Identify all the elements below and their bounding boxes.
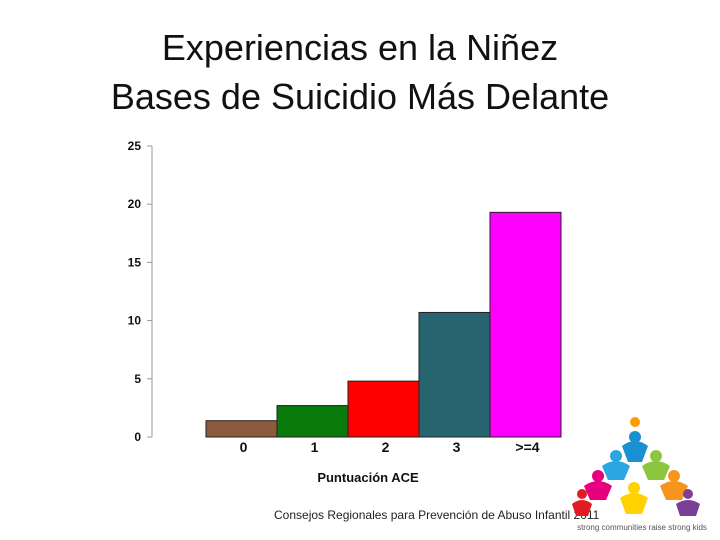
y-tick-label: 10 — [128, 314, 142, 328]
y-tick-label: 25 — [128, 139, 142, 153]
chart-title-line-2: Bases de Suicidio Más Delante — [110, 76, 610, 117]
x-category-label: 0 — [240, 439, 248, 455]
x-category-label: 3 — [453, 439, 461, 455]
strong-communities-logo: strong communities raise strong kids — [572, 417, 707, 532]
bar-1 — [276, 405, 349, 438]
y-tick-label: 15 — [128, 255, 142, 269]
chart-title-line-1: Experiencias en la Niñez — [161, 27, 559, 68]
x-axis-label: Puntuación ACE — [317, 470, 419, 485]
x-axis-categories: 0 1 2 3 >=4 — [240, 439, 540, 455]
bar-4 — [489, 211, 562, 438]
source-note: Consejos Regionales para Prevención de A… — [274, 508, 600, 522]
y-axis: 0 5 10 15 20 25 — [128, 139, 153, 444]
bars — [205, 211, 562, 438]
bar-0 — [205, 420, 278, 438]
y-tick-label: 20 — [128, 197, 142, 211]
y-tick-label: 0 — [134, 430, 141, 444]
bar-2 — [347, 380, 420, 438]
x-category-label: 1 — [311, 439, 319, 455]
logo-figures — [572, 417, 700, 516]
x-category-label: >=4 — [515, 439, 539, 455]
x-category-label: 2 — [382, 439, 390, 455]
y-tick-label: 5 — [134, 372, 141, 386]
logo-tagline: strong communities raise strong kids — [577, 523, 707, 532]
bar-3 — [418, 311, 491, 438]
